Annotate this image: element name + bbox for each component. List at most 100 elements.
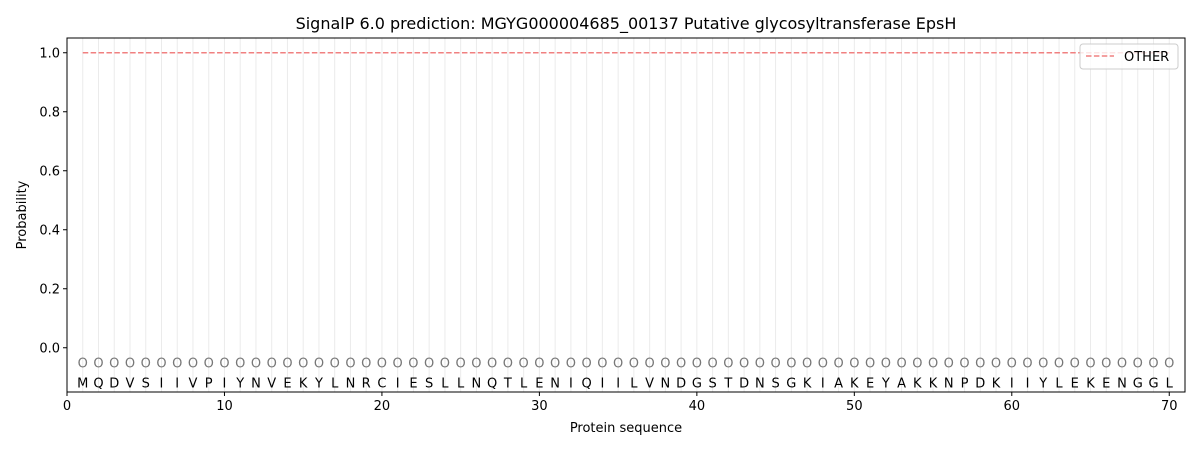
region-label: O	[235, 357, 245, 372]
x-tick-label: 40	[689, 399, 706, 414]
residue-label: K	[850, 376, 859, 391]
residue-label: G	[1148, 376, 1158, 391]
region-label: O	[172, 357, 182, 372]
region-label: O	[393, 357, 403, 372]
x-axis-label: Protein sequence	[570, 421, 682, 436]
region-label: O	[1148, 357, 1158, 372]
residue-label: N	[1117, 376, 1127, 391]
residue-label: N	[346, 376, 356, 391]
grid-lines	[82, 38, 1170, 392]
region-label: O	[1133, 357, 1143, 372]
region-label: O	[944, 357, 954, 372]
region-label: O	[928, 357, 938, 372]
region-label: O	[282, 357, 292, 372]
region-label: O	[802, 357, 812, 372]
legend-label-other: OTHER	[1124, 50, 1169, 65]
region-label: O	[566, 357, 576, 372]
region-label: O	[755, 357, 765, 372]
region-label: O	[770, 357, 780, 372]
residue-label: L	[331, 376, 339, 391]
residue-label: G	[692, 376, 702, 391]
y-tick-label: 0.0	[39, 341, 60, 356]
residue-label: I	[1010, 376, 1014, 391]
residue-label: G	[786, 376, 796, 391]
region-label: O	[597, 357, 607, 372]
residue-label: K	[299, 376, 308, 391]
region-label: O	[1085, 357, 1095, 372]
residue-label: A	[897, 376, 906, 391]
region-label: O	[251, 357, 261, 372]
y-tick-label: 0.2	[39, 282, 60, 297]
region-label: O	[676, 357, 686, 372]
region-label: O	[707, 357, 717, 372]
residue-label: I	[160, 376, 164, 391]
region-label: O	[141, 357, 151, 372]
region-label: O	[408, 357, 418, 372]
sequence-labels: OMOQODOVOSOIOIOVOPOIOYONOVOEOKOYOLONOROC…	[77, 357, 1174, 392]
x-tick-label: 50	[846, 399, 863, 414]
residue-label: E	[1102, 376, 1110, 391]
residue-label: V	[267, 376, 276, 391]
residue-label: Y	[881, 376, 890, 391]
residue-label: L	[457, 376, 465, 391]
region-label: O	[959, 357, 969, 372]
residue-label: L	[1055, 376, 1063, 391]
region-label: O	[267, 357, 277, 372]
residue-label: D	[676, 376, 686, 391]
y-tick-label: 1.0	[39, 46, 60, 61]
region-label: O	[865, 357, 875, 372]
residue-label: Q	[487, 376, 497, 391]
region-label: O	[550, 357, 560, 372]
region-label: O	[613, 357, 623, 372]
y-tick-label: 0.6	[39, 164, 60, 179]
residue-label: E	[1071, 376, 1079, 391]
y-tick-label: 0.4	[39, 223, 60, 238]
residue-label: N	[660, 376, 670, 391]
region-label: O	[1022, 357, 1032, 372]
residue-label: I	[616, 376, 620, 391]
region-label: O	[125, 357, 135, 372]
residue-label: Q	[93, 376, 103, 391]
residue-label: R	[362, 376, 371, 391]
region-label: O	[896, 357, 906, 372]
residue-label: V	[189, 376, 198, 391]
residue-label: D	[739, 376, 749, 391]
residue-label: G	[1133, 376, 1143, 391]
residue-label: I	[569, 376, 573, 391]
region-label: O	[78, 357, 88, 372]
region-label: O	[345, 357, 355, 372]
residue-label: N	[944, 376, 954, 391]
region-label: O	[833, 357, 843, 372]
region-label: O	[361, 357, 371, 372]
region-label: O	[534, 357, 544, 372]
region-label: O	[1101, 357, 1111, 372]
residue-label: K	[929, 376, 938, 391]
residue-label: I	[396, 376, 400, 391]
residue-label: N	[755, 376, 765, 391]
region-label: O	[487, 357, 497, 372]
residue-label: Y	[314, 376, 323, 391]
region-label: O	[219, 357, 229, 372]
region-label: O	[692, 357, 702, 372]
y-axis-label: Probability	[15, 180, 30, 249]
residue-label: E	[409, 376, 417, 391]
chart-title: SignalP 6.0 prediction: MGYG000004685_00…	[296, 14, 957, 34]
region-label: O	[1007, 357, 1017, 372]
region-label: O	[424, 357, 434, 372]
residue-label: M	[77, 376, 88, 391]
residue-label: K	[992, 376, 1001, 391]
residue-label: I	[175, 376, 179, 391]
residue-label: E	[866, 376, 874, 391]
residue-label: L	[1166, 376, 1174, 391]
legend: OTHER	[1079, 43, 1179, 70]
residue-label: D	[109, 376, 119, 391]
residue-label: P	[205, 376, 213, 391]
residue-label: D	[975, 376, 985, 391]
region-label: O	[314, 357, 324, 372]
residue-label: V	[645, 376, 654, 391]
region-label: O	[849, 357, 859, 372]
residue-label: K	[913, 376, 922, 391]
residue-label: T	[503, 376, 512, 391]
region-label: O	[471, 357, 481, 372]
